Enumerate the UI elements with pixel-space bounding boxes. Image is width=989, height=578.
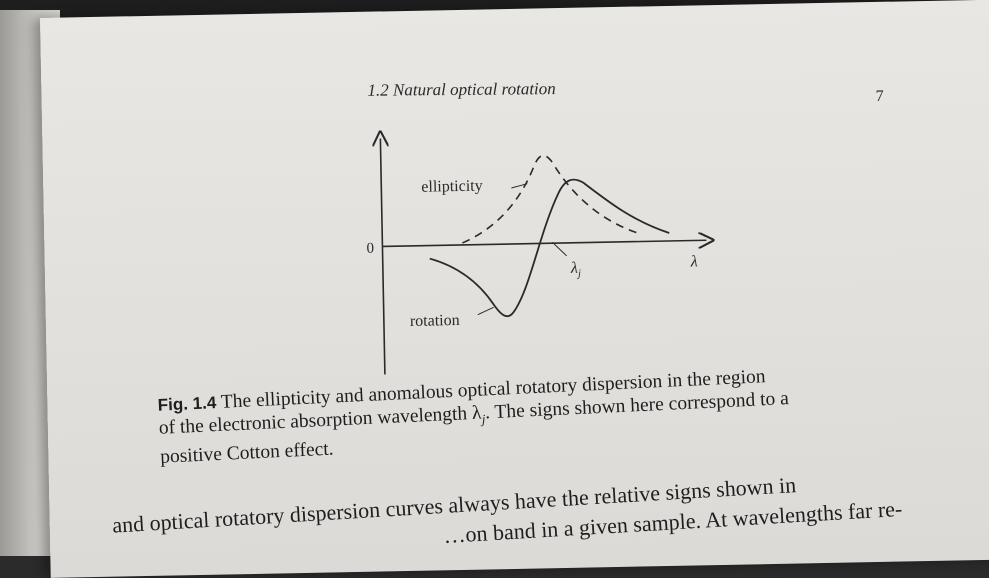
rotation-label: rotation (410, 312, 460, 330)
lambda-j-leader (552, 241, 568, 257)
caption-line-3: positive Cotton effect. (159, 438, 335, 468)
ellipticity-curve (462, 154, 640, 244)
ellipticity-label: ellipticity (421, 178, 483, 196)
rotation-curve (429, 178, 670, 318)
rotation-leader (477, 306, 494, 316)
body-paragraph: and optical rotatory dispersion curves a… (111, 457, 989, 570)
page-number: 7 (875, 87, 884, 105)
zero-label: 0 (366, 241, 374, 257)
x-axis (382, 240, 706, 246)
caption-figure-label: Fig. 1.4 (157, 393, 217, 415)
running-header: 1.2 Natural optical rotation (367, 79, 556, 100)
y-axis (380, 138, 385, 375)
cotton-effect-diagram: ellipticity rotation 0 λj λ (366, 120, 737, 375)
lambda-axis-label: λ (690, 253, 698, 270)
figure-1-4: ellipticity rotation 0 λj λ (332, 120, 737, 388)
ellipticity-leader (511, 183, 528, 189)
book-page: 1.2 Natural optical rotation 7 elliptici… (40, 0, 989, 578)
lambda-j-label: λj (570, 260, 581, 280)
